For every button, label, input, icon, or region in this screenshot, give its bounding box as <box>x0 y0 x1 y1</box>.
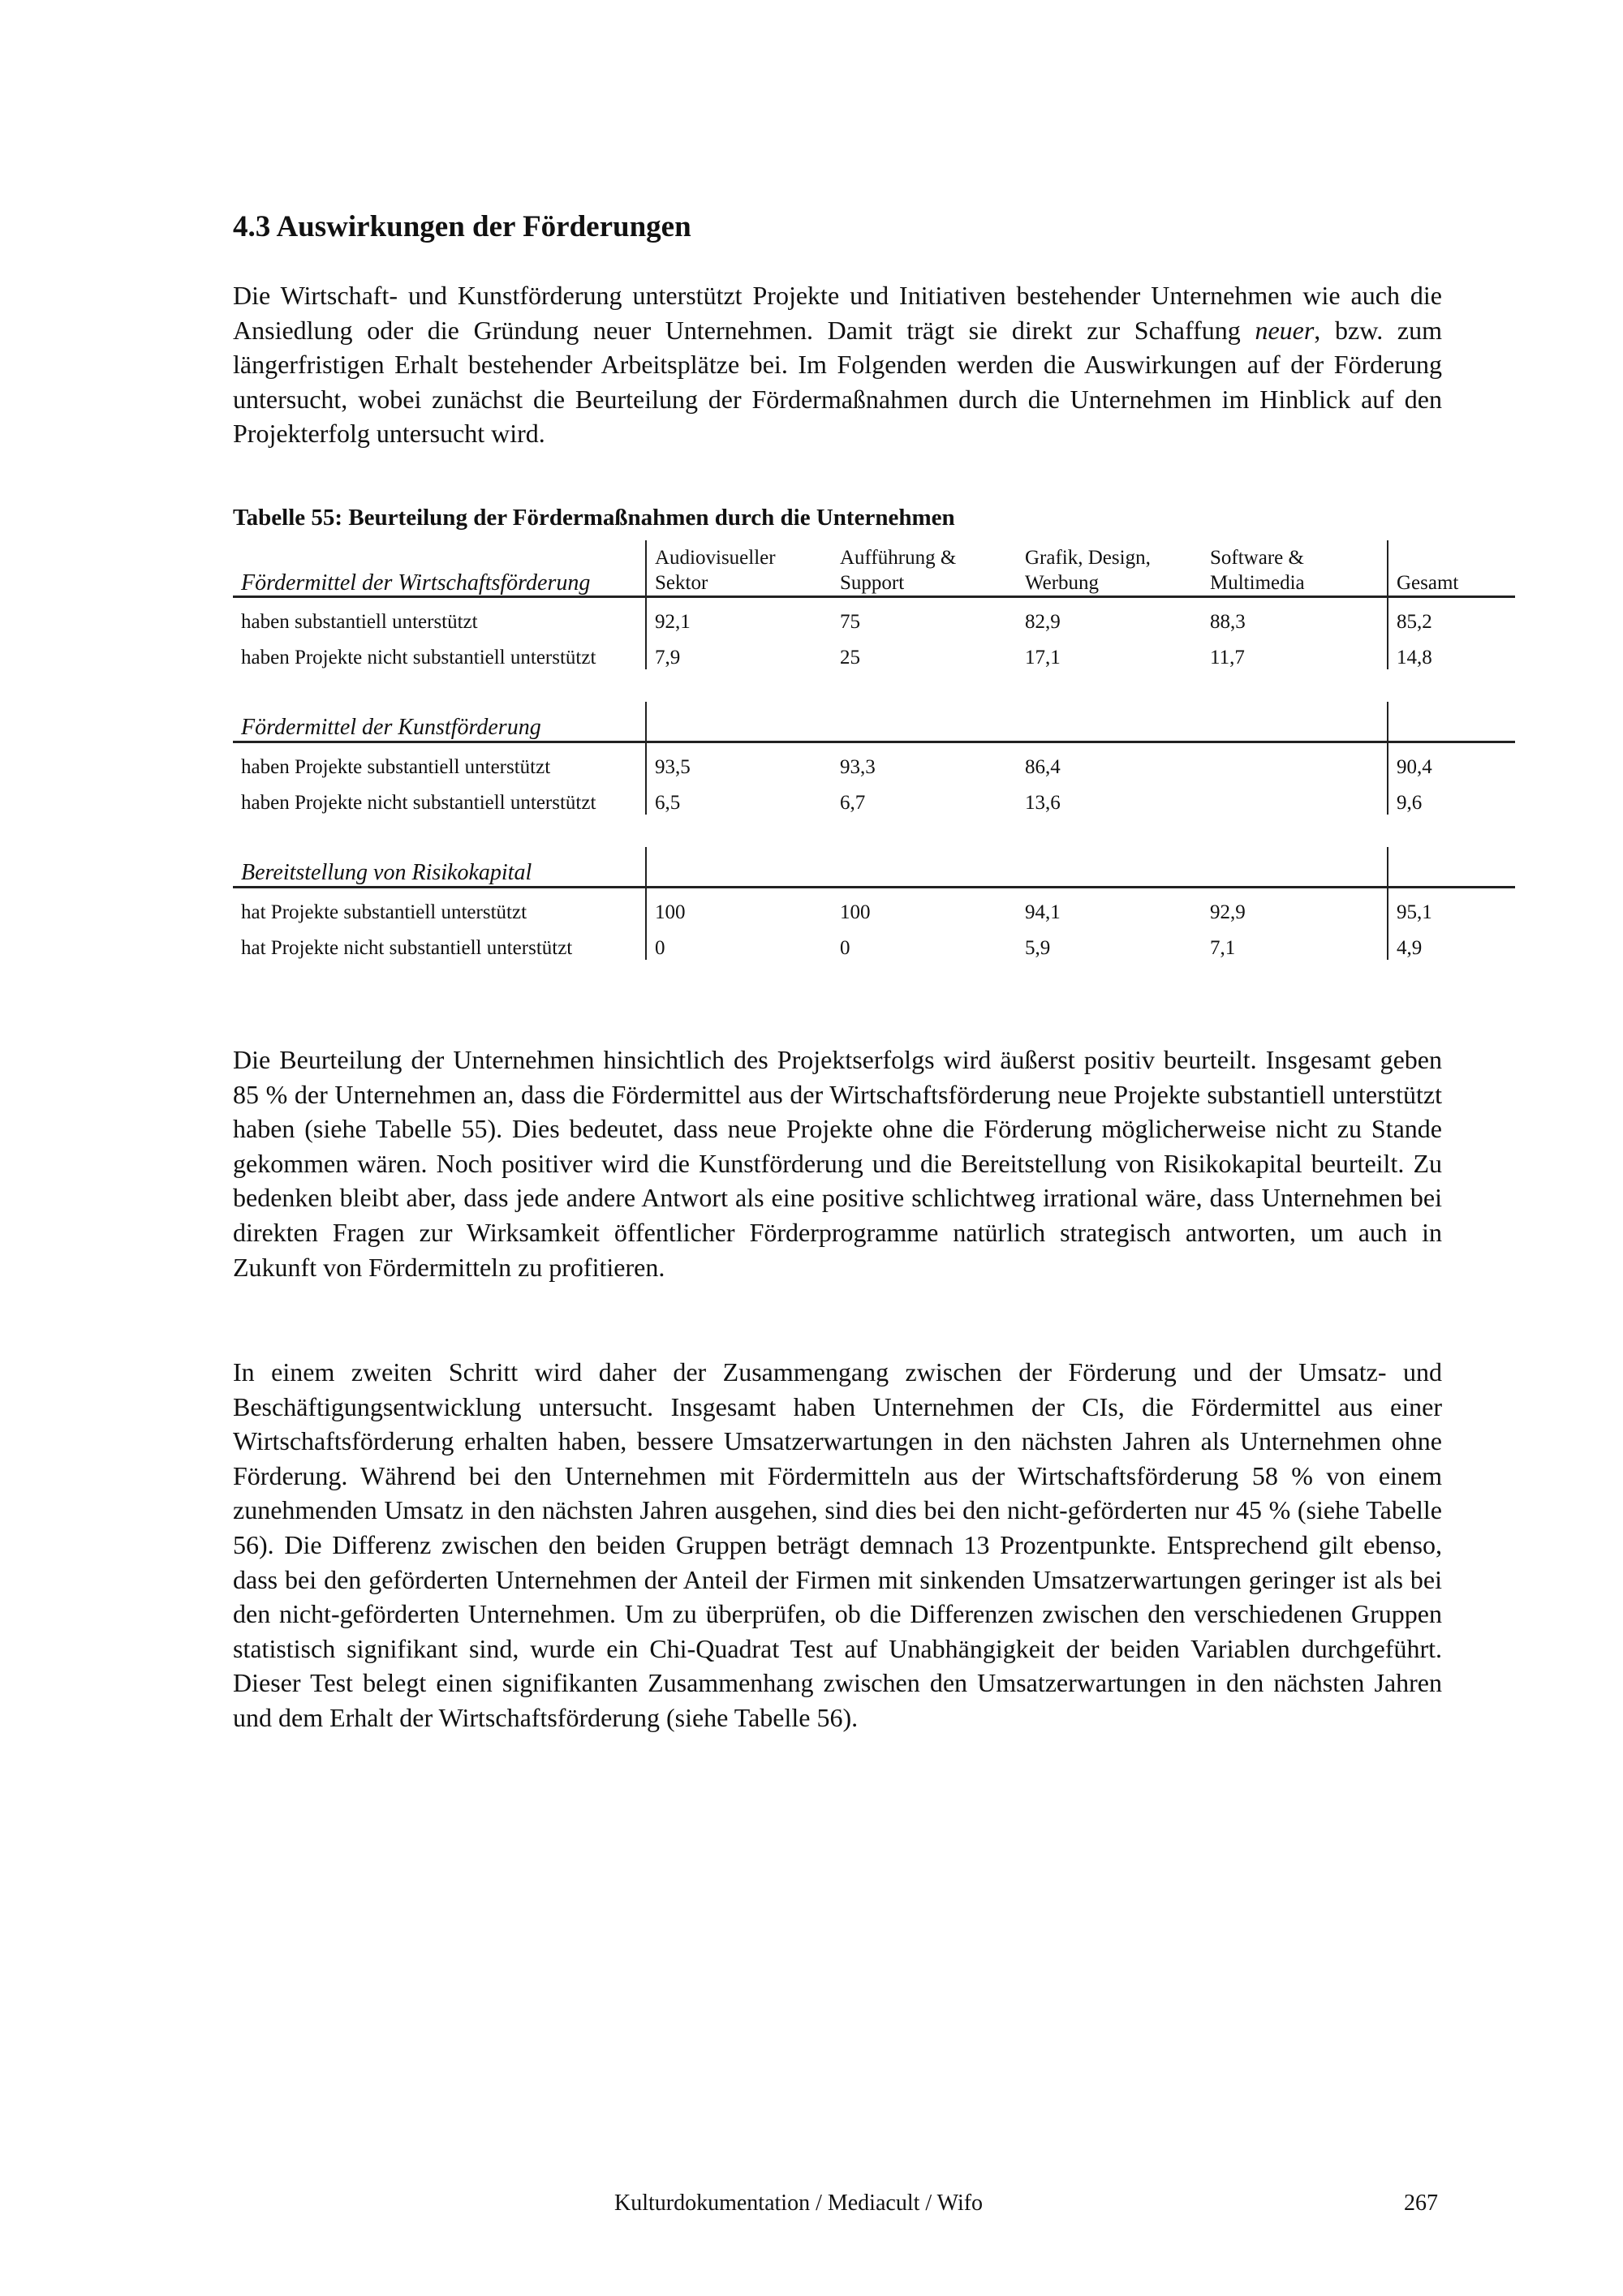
cell: 6,7 <box>840 792 866 814</box>
cell: 9,6 <box>1387 779 1515 815</box>
cell: 13,6 <box>1025 792 1061 814</box>
section-title: Fördermittel der Wirtschaftsförderung <box>233 540 646 598</box>
row-label: hat Projekte nicht substantiell unterstü… <box>241 937 573 959</box>
intro-text-1: Die Wirtschaft- und Kunstförderung unter… <box>233 281 1442 345</box>
paragraph-revenue: In einem zweiten Schritt wird daher der … <box>233 1357 1442 1732</box>
cell: 0 <box>645 924 832 960</box>
footer-source: Kulturdokumentation / Mediacult / Wifo <box>614 2191 984 2216</box>
column-header: Gesamt <box>1387 540 1515 598</box>
intro-paragraph: Die Wirtschaft- und Kunstförderung unter… <box>233 278 1442 451</box>
cell: 90,4 <box>1387 742 1515 779</box>
cell: 92,9 <box>1210 901 1246 923</box>
row-label: haben Projekte nicht substantiell unters… <box>241 647 596 669</box>
column-header: Aufführung & Support <box>832 540 1017 598</box>
cell: 17,1 <box>1025 647 1061 669</box>
cell: 0 <box>840 937 850 959</box>
table-caption: Tabelle 55: Beurteilung der Fördermaßnah… <box>233 505 955 531</box>
cell: 88,3 <box>1210 611 1246 633</box>
row-label: haben substantiell unterstützt <box>241 611 478 633</box>
cell: 25 <box>840 647 860 669</box>
assessment-table: Fördermittel der Wirtschaftsförderung Au… <box>233 540 1515 960</box>
cell: 7,9 <box>645 634 832 669</box>
row-label: haben Projekte nicht substantiell unters… <box>241 792 596 814</box>
section-header-row: Fördermittel der Kunstförderung <box>233 702 1515 743</box>
row-label: hat Projekte substantiell unterstützt <box>241 901 527 923</box>
cell <box>1202 742 1388 780</box>
cell: 100 <box>645 887 832 924</box>
section-title: Fördermittel der Kunstförderung <box>233 702 646 743</box>
cell: 6,5 <box>645 779 832 815</box>
cell: 93,3 <box>840 756 876 778</box>
cell: 75 <box>840 611 860 633</box>
cell: 4,9 <box>1387 924 1515 960</box>
intro-italic: neuer <box>1255 315 1315 345</box>
table-header-row: Fördermittel der Wirtschaftsförderung Au… <box>233 540 1515 598</box>
page-number: 267 <box>1404 2191 1438 2216</box>
cell: 86,4 <box>1025 756 1061 778</box>
table-row: haben substantiell unterstützt 92,1 75 8… <box>233 596 1515 634</box>
cell: 85,2 <box>1387 596 1515 634</box>
column-header: Grafik, Design, Werbung <box>1017 540 1202 598</box>
cell: 95,1 <box>1387 887 1515 924</box>
row-label: haben Projekte substantiell unterstützt <box>241 756 551 778</box>
intro-text-2: , bzw. zum längerfristigen Erhalt besteh… <box>233 315 1443 449</box>
section-title: Bereitstellung von Risikokapital <box>233 847 646 888</box>
cell: 11,7 <box>1210 647 1245 669</box>
cell: 7,1 <box>1210 937 1236 959</box>
cell: 14,8 <box>1387 634 1515 669</box>
table-row: haben Projekte nicht substantiell unters… <box>233 634 1515 669</box>
cell: 94,1 <box>1025 901 1061 923</box>
cell: 100 <box>840 901 871 923</box>
column-header: Software & Multimedia <box>1202 540 1388 598</box>
column-header: Audiovisueller Sektor <box>645 540 832 598</box>
cell: 93,5 <box>645 742 832 779</box>
paragraph-assessment: Die Beurteilung der Unternehmen hinsicht… <box>233 1045 1442 1282</box>
table-row: hat Projekte nicht substantiell unterstü… <box>233 924 1515 960</box>
table-row: haben Projekte nicht substantiell unters… <box>233 779 1515 815</box>
cell: 92,1 <box>645 596 832 634</box>
cell: 5,9 <box>1025 937 1051 959</box>
section-heading: 4.3 Auswirkungen der Förderungen <box>233 210 691 243</box>
cell <box>1202 779 1388 815</box>
table-row: hat Projekte substantiell unterstützt 10… <box>233 887 1515 924</box>
section-header-row: Bereitstellung von Risikokapital <box>233 847 1515 888</box>
cell: 82,9 <box>1025 611 1061 633</box>
table-row: haben Projekte substantiell unterstützt … <box>233 742 1515 780</box>
